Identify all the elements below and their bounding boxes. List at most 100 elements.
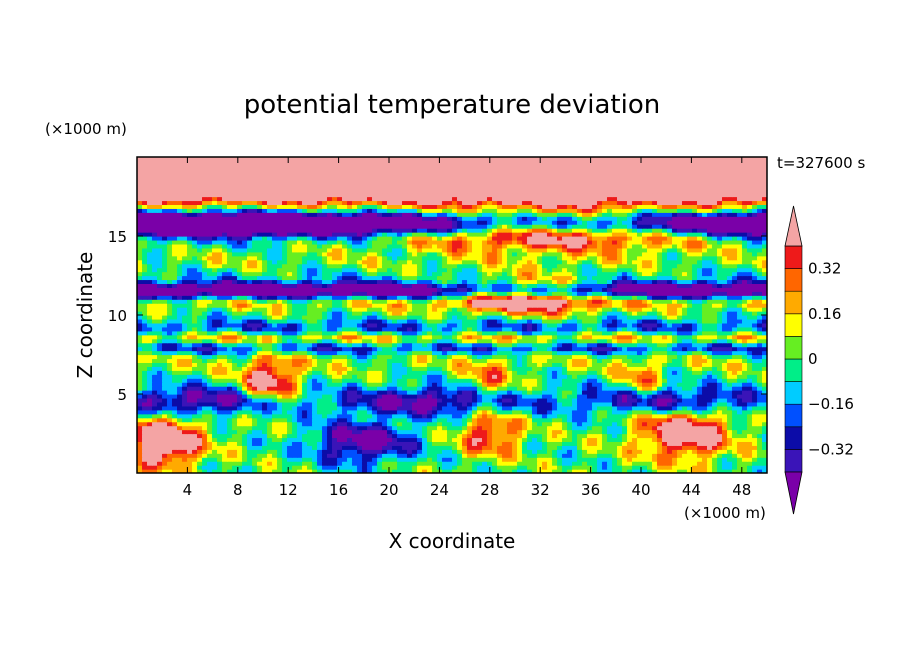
field-cell	[557, 413, 563, 419]
field-cell	[542, 354, 548, 360]
field-cell	[457, 429, 463, 435]
field-cell	[402, 401, 408, 407]
field-cell	[542, 417, 548, 423]
field-cell	[452, 342, 458, 348]
field-cell	[697, 386, 703, 391]
field-cell	[412, 354, 418, 360]
field-cell	[497, 315, 503, 320]
field-cell	[442, 315, 448, 320]
field-cell	[402, 409, 408, 415]
field-cell	[332, 401, 338, 407]
field-cell	[717, 346, 723, 352]
field-cell	[332, 366, 338, 371]
field-cell	[192, 382, 198, 387]
field-cell	[497, 366, 503, 371]
field-cell	[612, 374, 618, 379]
field-cell	[677, 386, 683, 391]
field-cell	[657, 326, 663, 332]
field-cell	[402, 378, 408, 383]
field-cell	[372, 342, 378, 348]
field-cell	[672, 346, 678, 352]
field-cell	[652, 401, 658, 407]
field-cell	[337, 346, 343, 352]
field-cell	[517, 453, 523, 458]
field-cell	[532, 390, 538, 395]
field-cell	[392, 326, 398, 332]
field-cell	[342, 330, 348, 336]
field-cell	[257, 354, 263, 360]
field-cell	[422, 334, 428, 340]
field-cell	[142, 378, 148, 383]
field-cell	[232, 322, 238, 328]
field-cell	[292, 417, 298, 423]
field-cell	[522, 449, 528, 454]
field-cell	[492, 437, 498, 442]
field-cell	[307, 386, 313, 391]
field-cell	[287, 390, 293, 395]
field-cell	[542, 370, 548, 375]
field-cell	[377, 425, 383, 431]
field-cell	[722, 429, 728, 435]
field-cell	[247, 390, 253, 395]
field-cell	[422, 461, 428, 466]
field-cell	[252, 386, 258, 391]
field-cell	[347, 342, 353, 348]
field-cell	[597, 370, 603, 375]
field-cell	[527, 413, 533, 419]
field-cell	[612, 461, 618, 466]
field-cell	[432, 409, 438, 415]
field-cell	[317, 322, 323, 328]
field-cell	[552, 322, 558, 328]
field-cell	[472, 350, 478, 356]
field-cell	[277, 441, 283, 446]
field-cell	[687, 374, 693, 379]
field-cell	[557, 457, 563, 462]
field-cell	[247, 386, 253, 391]
field-cell	[387, 465, 393, 470]
field-cell	[177, 469, 183, 473]
field-cell	[672, 358, 678, 363]
field-cell	[487, 441, 493, 446]
field-cell	[172, 358, 178, 363]
field-cell	[662, 401, 668, 407]
field-cell	[732, 437, 738, 442]
field-cell	[652, 390, 658, 395]
field-cell	[142, 461, 148, 466]
field-cell	[412, 409, 418, 415]
field-cell	[622, 342, 628, 348]
field-cell	[552, 326, 558, 332]
field-cell	[407, 326, 413, 332]
field-cell	[337, 441, 343, 446]
field-cell	[467, 386, 473, 391]
field-cell	[607, 457, 613, 462]
field-cell	[602, 413, 608, 419]
field-cell	[397, 354, 403, 360]
field-cell	[317, 401, 323, 407]
field-cell	[332, 374, 338, 379]
field-cell	[737, 318, 743, 324]
field-cell	[737, 346, 743, 352]
field-cell	[377, 322, 383, 328]
field-cell	[662, 326, 668, 332]
field-cell	[337, 318, 343, 324]
field-cell	[502, 394, 508, 399]
field-cell	[182, 397, 188, 403]
field-cell	[587, 429, 593, 435]
field-cell	[517, 449, 523, 454]
field-cell	[242, 378, 248, 383]
field-cell	[457, 417, 463, 423]
field-cell	[267, 315, 273, 320]
field-cell	[302, 417, 308, 423]
field-cell	[472, 386, 478, 391]
field-cell	[517, 421, 523, 427]
field-cell	[562, 394, 568, 399]
field-cell	[202, 441, 208, 446]
field-cell	[447, 397, 453, 403]
field-cell	[452, 441, 458, 446]
field-cell	[262, 417, 268, 423]
field-cell	[672, 457, 678, 462]
field-cell	[757, 425, 763, 431]
field-cell	[462, 445, 468, 450]
field-cell	[247, 409, 253, 415]
field-cell	[627, 401, 633, 407]
